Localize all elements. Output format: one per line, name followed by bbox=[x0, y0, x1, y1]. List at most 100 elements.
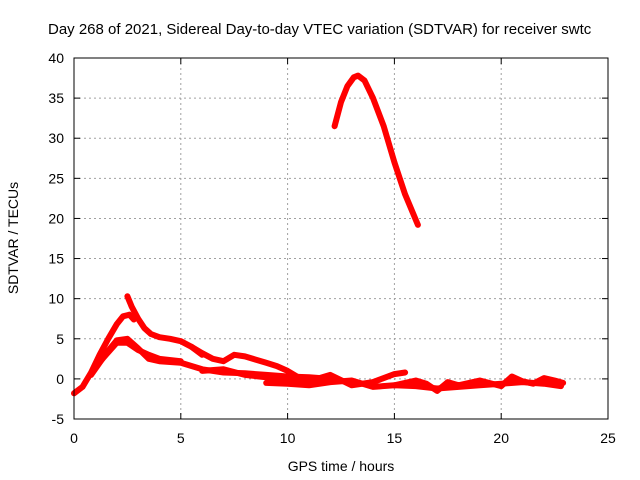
data-point bbox=[445, 379, 451, 385]
data-point bbox=[552, 377, 558, 383]
data-point bbox=[413, 377, 419, 383]
data-point bbox=[530, 381, 536, 387]
y-tick-label: 25 bbox=[48, 170, 64, 186]
data-point bbox=[391, 382, 397, 388]
y-tick-label: 20 bbox=[48, 210, 64, 226]
data-point bbox=[370, 384, 376, 390]
data-point bbox=[120, 313, 126, 319]
data-point bbox=[338, 99, 344, 105]
data-point bbox=[423, 381, 429, 387]
data-point bbox=[370, 95, 376, 101]
data-point bbox=[351, 74, 357, 80]
series-track-b bbox=[124, 293, 206, 358]
data-point bbox=[349, 382, 355, 388]
data-point bbox=[560, 380, 566, 386]
data-point bbox=[103, 352, 109, 358]
data-point bbox=[285, 381, 291, 387]
data-point bbox=[210, 356, 216, 362]
y-tick-label: -5 bbox=[52, 411, 65, 427]
data-point bbox=[344, 83, 350, 89]
data-point bbox=[509, 373, 515, 379]
data-point bbox=[306, 382, 312, 388]
y-tick-label: 30 bbox=[48, 130, 64, 146]
data-point bbox=[332, 123, 338, 129]
x-tick-label: 25 bbox=[600, 430, 616, 446]
tick-labels: 0 5 10 15 20 25 -5 0 5 10 15 20 25 30 35 40 bbox=[48, 50, 616, 446]
data-point bbox=[391, 159, 397, 165]
data-point bbox=[188, 344, 194, 350]
data-point bbox=[135, 316, 141, 322]
data-point bbox=[156, 334, 162, 340]
y-tick-label: 5 bbox=[56, 331, 64, 347]
data-point bbox=[124, 340, 130, 346]
x-tick-label: 15 bbox=[387, 430, 403, 446]
data-point bbox=[477, 377, 483, 383]
series-layer bbox=[71, 72, 567, 397]
data-point bbox=[242, 353, 248, 359]
data-point bbox=[178, 358, 184, 364]
data-point bbox=[370, 379, 376, 385]
data-point bbox=[88, 372, 94, 378]
data-point bbox=[242, 372, 248, 378]
y-tick-label: 15 bbox=[48, 251, 64, 267]
y-tick-label: 40 bbox=[48, 50, 64, 66]
data-point bbox=[124, 293, 130, 299]
data-point bbox=[413, 383, 419, 389]
data-point bbox=[263, 374, 269, 380]
data-point bbox=[135, 347, 141, 353]
data-point bbox=[391, 371, 397, 377]
data-point bbox=[415, 222, 421, 228]
data-point bbox=[541, 381, 547, 387]
data-point bbox=[285, 368, 291, 374]
data-point bbox=[274, 363, 280, 369]
data-point bbox=[402, 369, 408, 375]
data-point bbox=[221, 358, 227, 364]
data-point bbox=[402, 191, 408, 197]
data-point bbox=[199, 368, 205, 374]
data-point bbox=[263, 380, 269, 386]
data-point bbox=[199, 350, 205, 356]
data-point bbox=[263, 360, 269, 366]
data-point bbox=[156, 356, 162, 362]
plot-frame bbox=[73, 57, 609, 420]
x-tick-label: 0 bbox=[70, 430, 78, 446]
data-point bbox=[231, 352, 237, 358]
y-axis-label: SDTVAR / TECUs bbox=[5, 182, 21, 294]
data-point bbox=[455, 382, 461, 388]
x-tick-label: 5 bbox=[177, 430, 185, 446]
data-point bbox=[148, 331, 154, 337]
data-point bbox=[498, 383, 504, 389]
data-point bbox=[285, 376, 291, 382]
data-point bbox=[114, 340, 120, 346]
data-point bbox=[114, 321, 120, 327]
data-point bbox=[92, 364, 98, 370]
data-point bbox=[129, 304, 135, 310]
y-tick-label: 0 bbox=[56, 371, 64, 387]
data-point bbox=[253, 357, 259, 363]
data-point bbox=[127, 312, 133, 318]
x-axis-label: GPS time / hours bbox=[288, 458, 395, 474]
data-point bbox=[146, 352, 152, 358]
data-point bbox=[167, 336, 173, 342]
data-point bbox=[327, 372, 333, 378]
chart-title: Day 268 of 2021, Sidereal Day-to-day VTE… bbox=[48, 21, 592, 38]
data-point bbox=[434, 388, 440, 394]
data-point bbox=[355, 73, 361, 79]
data-point bbox=[381, 123, 387, 129]
data-point bbox=[520, 378, 526, 384]
data-point bbox=[361, 77, 367, 83]
data-point bbox=[327, 379, 333, 385]
data-point bbox=[141, 325, 147, 331]
y-tick-label: 10 bbox=[48, 291, 64, 307]
data-point bbox=[541, 375, 547, 381]
data-point bbox=[221, 366, 227, 372]
data-point bbox=[178, 338, 184, 344]
x-tick-label: 20 bbox=[493, 430, 509, 446]
data-point bbox=[105, 336, 111, 342]
y-tick-label: 35 bbox=[48, 90, 64, 106]
data-point bbox=[80, 384, 86, 390]
data-point bbox=[477, 382, 483, 388]
data-point bbox=[349, 377, 355, 383]
x-tick-label: 10 bbox=[280, 430, 296, 446]
